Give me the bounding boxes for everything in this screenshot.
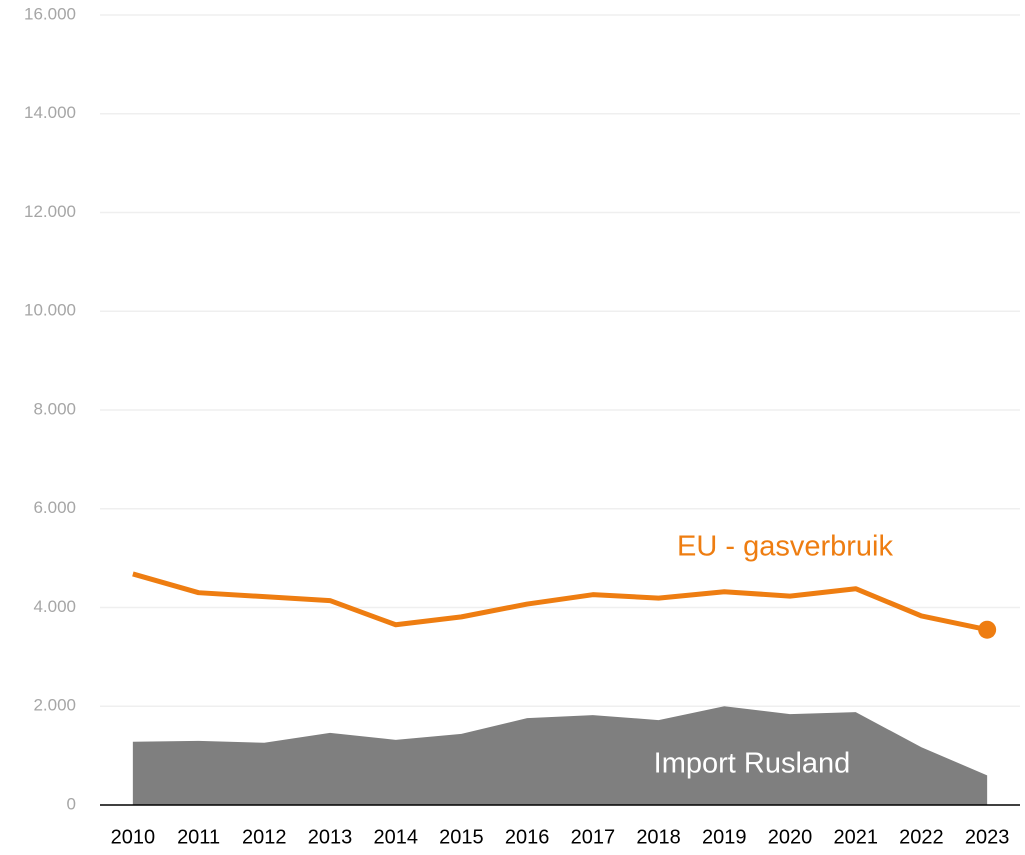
y-tick-label: 16.000 [24,4,76,23]
y-tick-label: 2.000 [33,696,76,715]
y-tick-label: 0 [67,794,76,813]
y-tick-label: 6.000 [33,498,76,517]
x-tick-label: 2020 [768,826,813,848]
y-tick-label: 4.000 [33,597,76,616]
y-tick-label: 12.000 [24,202,76,221]
end-marker [978,620,997,639]
x-tick-label: 2013 [308,826,353,848]
area [132,706,988,805]
x-tick-label: 2021 [833,826,878,848]
x-tick-label: 2016 [505,826,550,848]
x-tick-label: 2014 [373,826,418,848]
line [132,571,988,633]
y-tick-label: 8.000 [33,399,76,418]
y-tick-label: 14.000 [24,103,76,122]
series-label: EU - gasverbruik [677,531,893,563]
x-tick-label: 2023 [965,826,1010,848]
x-tick-label: 2011 [177,826,220,848]
x-tick-label: 2015 [439,826,484,848]
x-tick-label: 2017 [571,826,616,848]
x-tick-label: 2022 [899,826,944,848]
x-tick-label: 2018 [636,826,681,848]
y-tick-label: 10.000 [24,301,76,320]
x-tick-label: 2012 [242,826,287,848]
x-tick-label: 2019 [702,826,747,848]
x-tick-label: 2010 [111,826,156,848]
series-label: Import Rusland [654,748,851,780]
